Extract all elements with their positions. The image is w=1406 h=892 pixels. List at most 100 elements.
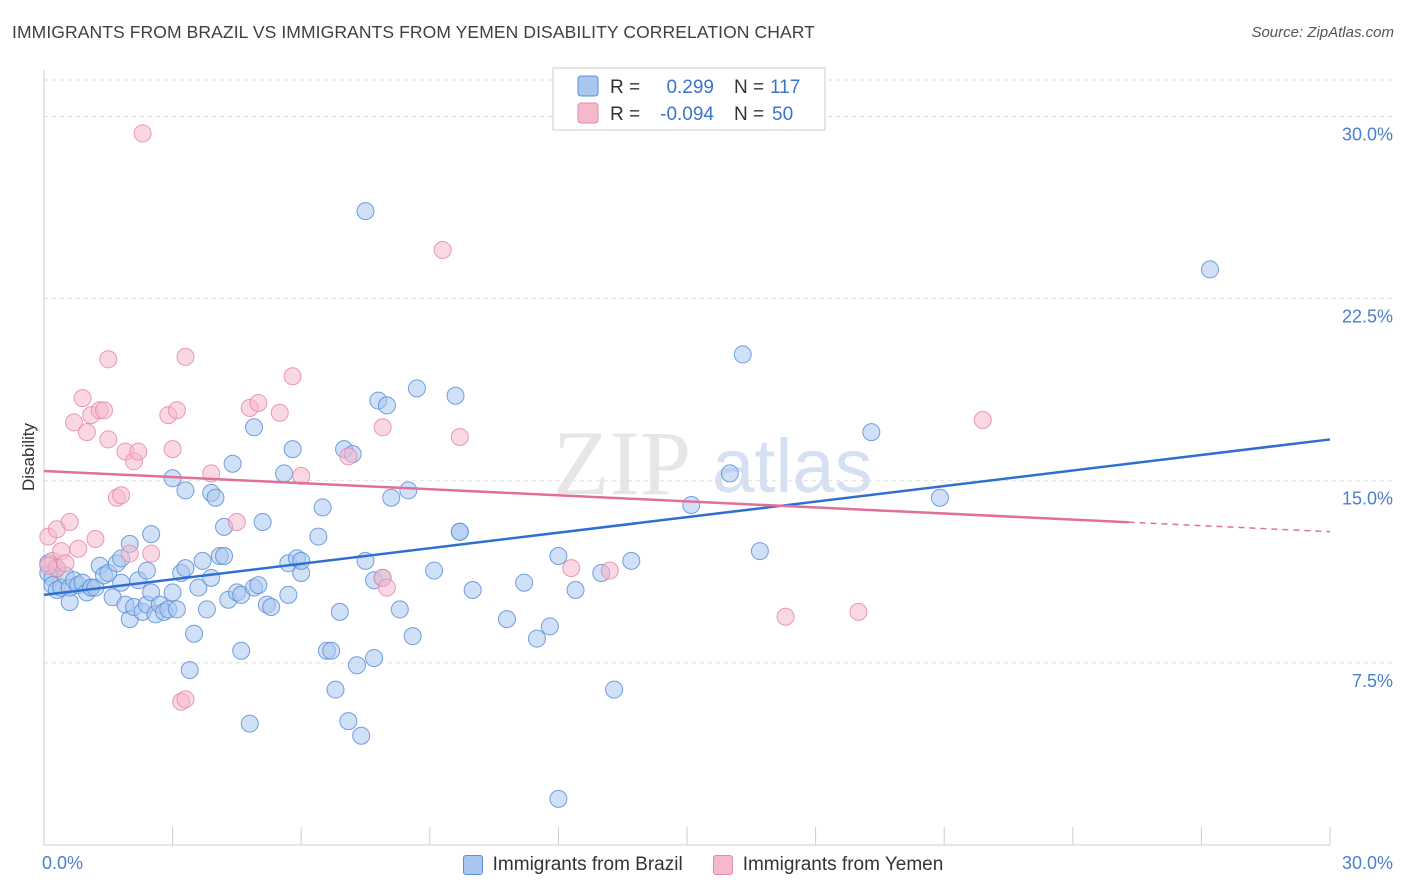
brazil-point	[365, 649, 384, 667]
legend-swatch-brazil	[577, 75, 599, 97]
x-tick-label-max: 30.0%	[1342, 853, 1393, 873]
watermark-atlas: atlas	[712, 424, 873, 509]
brazil-point	[180, 661, 199, 680]
y-tick-label: 22.5%	[1342, 307, 1393, 327]
brazil-point	[176, 481, 195, 500]
legend-label-yemen: Immigrants from Yemen	[742, 854, 944, 875]
legend-n-value-brazil: 117	[770, 77, 800, 98]
brazil-point	[223, 454, 242, 473]
brazil-point	[399, 481, 418, 500]
brazil-point	[202, 568, 221, 587]
y-tick-label: 15.0%	[1342, 489, 1393, 509]
yemen-point	[849, 602, 868, 621]
yemen-point	[163, 440, 182, 459]
legend-n-label-yemen: N =	[734, 104, 764, 125]
brazil-point	[382, 488, 401, 507]
yemen-point	[65, 413, 84, 432]
yemen-point	[77, 423, 96, 442]
brazil-point	[279, 585, 298, 604]
brazil-point	[309, 527, 328, 546]
yemen-point	[339, 447, 358, 466]
brazil-point	[249, 576, 268, 595]
legend-r-label-yemen: R =	[610, 104, 640, 125]
yemen-point	[600, 561, 619, 580]
yemen-point	[39, 556, 58, 575]
brazil-point	[605, 680, 624, 699]
yemen-point	[283, 367, 302, 386]
yemen-point	[120, 544, 139, 563]
y-tick-label: 7.5%	[1352, 671, 1393, 691]
brazil-point	[750, 542, 769, 561]
yemen-point	[249, 394, 268, 412]
legend-r-label-brazil: R =	[610, 77, 640, 98]
brazil-point	[197, 600, 216, 619]
yemen-point	[227, 513, 246, 531]
brazil-point	[403, 627, 422, 646]
yemen-point	[112, 486, 131, 505]
brazil-point	[262, 598, 281, 616]
brazil-point	[446, 386, 465, 405]
source-credit: Source: ZipAtlas.com	[1251, 24, 1394, 41]
brazil-point	[292, 551, 311, 570]
brazil-point	[240, 714, 259, 733]
brazil-point	[720, 464, 739, 483]
brazil-point	[622, 551, 641, 570]
legend-label-brazil: Immigrants from Brazil	[492, 854, 683, 875]
brazil-point	[407, 379, 426, 398]
yemen-points	[39, 124, 992, 711]
brazil-point	[566, 581, 585, 599]
legend-n-value-yemen: 50	[772, 104, 793, 125]
legend-n-label-brazil: N =	[734, 77, 764, 98]
yemen-point	[95, 401, 114, 420]
brazil-point	[377, 396, 396, 415]
yemen-point	[73, 389, 92, 408]
brazil-point	[142, 525, 161, 544]
yemen-point	[86, 530, 105, 548]
chart-title: IMMIGRANTS FROM BRAZIL VS IMMIGRANTS FRO…	[12, 22, 815, 42]
yemen-point	[373, 418, 392, 437]
brazil-point	[322, 641, 341, 660]
brazil-point	[189, 578, 208, 597]
yemen-point	[377, 578, 396, 597]
yemen-point	[133, 124, 152, 143]
brazil-point	[275, 464, 294, 483]
brazil-point	[245, 418, 264, 437]
legend-swatch-yemen	[577, 102, 599, 124]
brazil-point	[330, 602, 349, 621]
legend-item-brazil[interactable]: Immigrants from Brazil	[462, 854, 683, 876]
brazil-point	[540, 617, 559, 636]
brazil-point	[232, 641, 251, 660]
legend-item-yemen[interactable]: Immigrants from Yemen	[712, 854, 944, 876]
brazil-point	[549, 789, 568, 808]
brazil-point	[347, 656, 366, 675]
brazil-point	[1200, 260, 1219, 279]
brazil-trend-line	[43, 438, 1331, 597]
bottom-legend: Immigrants from Brazil Immigrants from Y…	[0, 851, 1406, 879]
grid-lines	[44, 79, 1392, 664]
yemen-point	[56, 554, 75, 573]
brazil-point	[253, 513, 272, 531]
brazil-point	[682, 496, 701, 514]
trend-lines	[43, 438, 1331, 597]
brazil-point	[339, 712, 358, 731]
yemen-point	[69, 539, 88, 558]
yemen-point	[776, 607, 795, 626]
brazil-point	[463, 581, 482, 599]
yemen-trend-line-extension	[1128, 521, 1331, 533]
brazil-point	[176, 559, 195, 578]
yemen-point	[142, 544, 161, 563]
x-tick-label-min: 0.0%	[42, 853, 83, 873]
brazil-point	[167, 600, 186, 619]
yemen-point	[129, 442, 148, 461]
yemen-point	[270, 403, 289, 422]
brazil-point	[326, 680, 345, 699]
yemen-point	[99, 350, 118, 369]
brazil-point	[450, 522, 469, 541]
brazil-point	[206, 488, 225, 507]
brazil-point	[185, 624, 204, 643]
x-ticks	[43, 827, 1331, 845]
brazil-point	[193, 551, 212, 570]
brazil-point	[283, 440, 302, 459]
yemen-point	[176, 690, 195, 709]
